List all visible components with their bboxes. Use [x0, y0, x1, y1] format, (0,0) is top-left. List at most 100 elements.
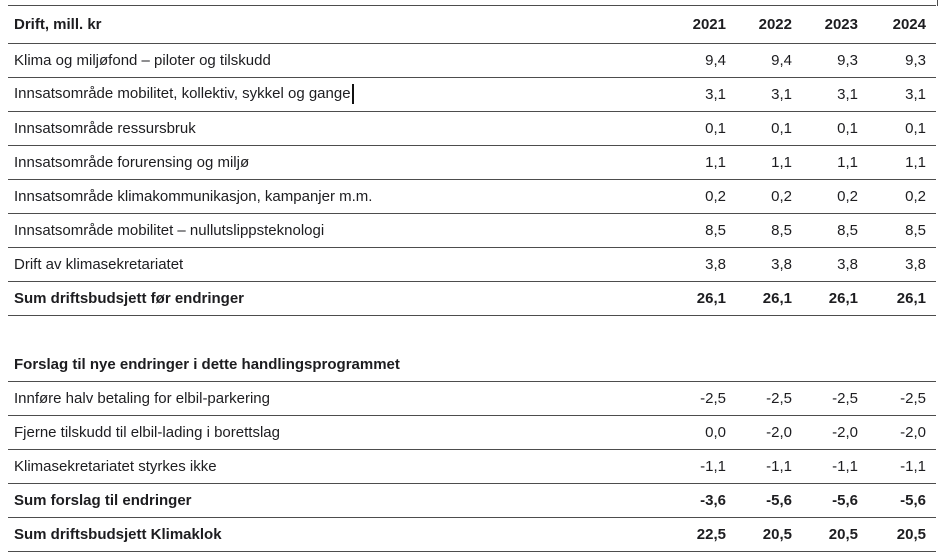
year-header-2022[interactable]: 2022 [736, 5, 802, 44]
empty-cell[interactable] [802, 348, 868, 382]
value-cell-2023[interactable]: 1,1 [802, 145, 868, 180]
value-cell-2021[interactable]: 1,1 [670, 145, 736, 180]
value-cell-2022[interactable]: 0,1 [736, 111, 802, 146]
row-label-cell[interactable]: Sum driftsbudsjett før endringer [8, 281, 670, 316]
year-header-2021[interactable]: 2021 [670, 5, 736, 44]
year-header-2024[interactable]: 2024 [868, 5, 936, 44]
value-cell-2023[interactable]: -2,0 [802, 415, 868, 450]
value-cell-2021[interactable]: 8,5 [670, 213, 736, 248]
row-label-cell[interactable]: Innsatsområde mobilitet, kollektiv, sykk… [8, 77, 670, 112]
value-cell-2021[interactable]: 26,1 [670, 281, 736, 316]
value-cell-2022[interactable]: 1,1 [736, 145, 802, 180]
row-label-cell[interactable]: Drift av klimasekretariatet [8, 247, 670, 282]
value-cell-2023[interactable]: -5,6 [802, 483, 868, 518]
value-cell-2021[interactable]: 22,5 [670, 517, 736, 552]
table-grid-tick [937, 0, 938, 6]
row-label-cell[interactable]: Klimasekretariatet styrkes ikke [8, 449, 670, 484]
value-cell-2023[interactable]: 8,5 [802, 213, 868, 248]
value-cell-2021[interactable]: 0,1 [670, 111, 736, 146]
value-cell-2024[interactable]: -1,1 [868, 449, 936, 484]
value-cell-2022[interactable]: 0,2 [736, 179, 802, 214]
row-label-cell[interactable]: Innføre halv betaling for elbil-parkerin… [8, 381, 670, 416]
section-title-cell[interactable]: Forslag til nye endringer i dette handli… [8, 348, 670, 382]
value-cell-2024[interactable]: 9,3 [868, 43, 936, 78]
value-cell-2022[interactable]: -1,1 [736, 449, 802, 484]
value-cell-2021[interactable]: -1,1 [670, 449, 736, 484]
table-row: Klima og miljøfond – piloter og tilskudd… [8, 43, 936, 78]
value-cell-2021[interactable]: 9,4 [670, 43, 736, 78]
value-cell-2023[interactable]: 9,3 [802, 43, 868, 78]
value-cell-2022[interactable]: 26,1 [736, 281, 802, 316]
value-cell-2022[interactable]: 20,5 [736, 517, 802, 552]
value-cell-2022[interactable]: -2,5 [736, 381, 802, 416]
value-cell-2024[interactable]: -2,5 [868, 381, 936, 416]
value-cell-2023[interactable]: -1,1 [802, 449, 868, 484]
table-row: Innsatsområde mobilitet – nullutslippste… [8, 213, 936, 248]
table-row: Drift av klimasekretariatet 3,8 3,8 3,8 … [8, 247, 936, 282]
value-cell-2024[interactable]: 1,1 [868, 145, 936, 180]
row-label-cell[interactable]: Innsatsområde mobilitet – nullutslippste… [8, 213, 670, 248]
value-cell-2023[interactable]: 0,1 [802, 111, 868, 146]
year-header-2023[interactable]: 2023 [802, 5, 868, 44]
value-cell-2022[interactable]: 3,1 [736, 77, 802, 112]
table-row: Innsatsområde forurensing og miljø 1,1 1… [8, 145, 936, 180]
row-label-cell[interactable]: Innsatsområde klimakommunikasjon, kampan… [8, 179, 670, 214]
value-cell-2024[interactable]: 0,2 [868, 179, 936, 214]
value-cell-2023[interactable]: 3,8 [802, 247, 868, 282]
value-cell-2024[interactable]: 3,1 [868, 77, 936, 112]
value-cell-2022[interactable]: 8,5 [736, 213, 802, 248]
row-label-cell[interactable]: Sum forslag til endringer [8, 483, 670, 518]
empty-cell[interactable] [868, 316, 936, 349]
table-row: Fjerne tilskudd til elbil-lading i boret… [8, 415, 936, 450]
table-row: Innsatsområde mobilitet, kollektiv, sykk… [8, 77, 936, 112]
value-cell-2022[interactable]: 9,4 [736, 43, 802, 78]
table-row-sum: Sum driftsbudsjett Klimaklok 22,5 20,5 2… [8, 517, 936, 552]
row-label-cell[interactable]: Sum driftsbudsjett Klimaklok [8, 517, 670, 552]
value-cell-2022[interactable]: -5,6 [736, 483, 802, 518]
value-cell-2023[interactable]: 26,1 [802, 281, 868, 316]
value-cell-2021[interactable]: 3,1 [670, 77, 736, 112]
value-cell-2021[interactable]: 3,8 [670, 247, 736, 282]
empty-cell[interactable] [736, 316, 802, 349]
empty-cell[interactable] [670, 348, 736, 382]
value-cell-2022[interactable]: -2,0 [736, 415, 802, 450]
value-cell-2023[interactable]: 3,1 [802, 77, 868, 112]
value-cell-2024[interactable]: -2,0 [868, 415, 936, 450]
value-cell-2024[interactable]: 26,1 [868, 281, 936, 316]
empty-cell[interactable] [736, 348, 802, 382]
spacer-row [8, 316, 936, 349]
row-label-cell[interactable]: Fjerne tilskudd til elbil-lading i boret… [8, 415, 670, 450]
empty-cell[interactable] [802, 316, 868, 349]
empty-cell[interactable] [670, 316, 736, 349]
table-header-row: Drift, mill. kr 2021 2022 2023 2024 [8, 5, 936, 44]
table-title-cell[interactable]: Drift, mill. kr [8, 5, 670, 44]
value-cell-2023[interactable]: -2,5 [802, 381, 868, 416]
table-row-sum: Sum driftsbudsjett før endringer 26,1 26… [8, 281, 936, 316]
value-cell-2021[interactable]: -3,6 [670, 483, 736, 518]
value-cell-2021[interactable]: 0,0 [670, 415, 736, 450]
table-row: Innsatsområde klimakommunikasjon, kampan… [8, 179, 936, 214]
value-cell-2024[interactable]: -5,6 [868, 483, 936, 518]
budget-table: Drift, mill. kr 2021 2022 2023 2024 Klim… [8, 5, 936, 552]
empty-cell[interactable] [868, 348, 936, 382]
row-label-text: Innsatsområde mobilitet, kollektiv, sykk… [14, 85, 351, 103]
value-cell-2021[interactable]: 0,2 [670, 179, 736, 214]
section-title-row: Forslag til nye endringer i dette handli… [8, 348, 936, 382]
value-cell-2024[interactable]: 8,5 [868, 213, 936, 248]
row-label-cell[interactable]: Klima og miljøfond – piloter og tilskudd [8, 43, 670, 78]
value-cell-2023[interactable]: 0,2 [802, 179, 868, 214]
value-cell-2024[interactable]: 0,1 [868, 111, 936, 146]
table-row-sum: Sum forslag til endringer -3,6 -5,6 -5,6… [8, 483, 936, 518]
empty-cell[interactable] [8, 316, 670, 349]
row-label-cell[interactable]: Innsatsområde ressursbruk [8, 111, 670, 146]
row-label-cell[interactable]: Innsatsområde forurensing og miljø [8, 145, 670, 180]
table-row: Innsatsområde ressursbruk 0,1 0,1 0,1 0,… [8, 111, 936, 146]
value-cell-2023[interactable]: 20,5 [802, 517, 868, 552]
value-cell-2024[interactable]: 20,5 [868, 517, 936, 552]
table-row: Klimasekretariatet styrkes ikke -1,1 -1,… [8, 449, 936, 484]
value-cell-2024[interactable]: 3,8 [868, 247, 936, 282]
text-cursor [351, 83, 354, 104]
table-row: Innføre halv betaling for elbil-parkerin… [8, 381, 936, 416]
value-cell-2022[interactable]: 3,8 [736, 247, 802, 282]
value-cell-2021[interactable]: -2,5 [670, 381, 736, 416]
